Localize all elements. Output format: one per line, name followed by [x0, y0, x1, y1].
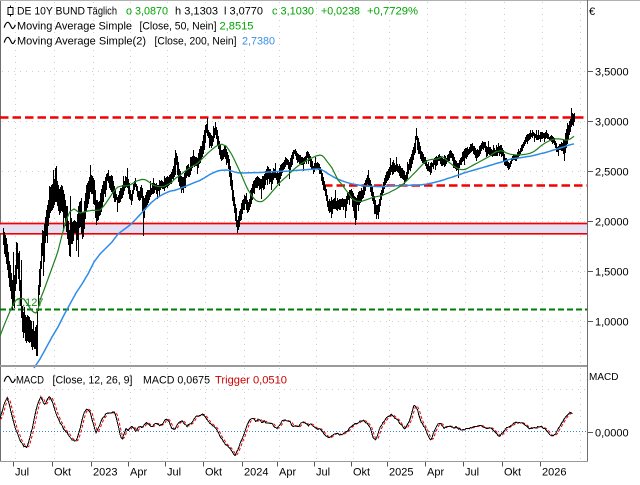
- svg-text:Apr: Apr: [427, 467, 444, 479]
- svg-text:Moving Average Simple(2)[Close: Moving Average Simple(2) [Close, 200, Nei…: [17, 36, 275, 48]
- svg-text:Moving Average Simple[Close, 5: Moving Average Simple [Close, 50, Nein] 2,…: [17, 21, 254, 33]
- svg-text:1,0000: 1,0000: [595, 317, 629, 329]
- svg-text:2024: 2024: [244, 467, 268, 479]
- svg-text:Jul: Jul: [316, 467, 330, 479]
- svg-text:1,5000: 1,5000: [595, 267, 629, 279]
- svg-text:Jul: Jul: [465, 467, 479, 479]
- svg-text:Okt: Okt: [205, 467, 222, 479]
- svg-text:Apr: Apr: [130, 467, 147, 479]
- svg-text:2026: 2026: [542, 467, 566, 479]
- svg-text:3,5000: 3,5000: [595, 67, 629, 79]
- svg-text:2,0000: 2,0000: [595, 217, 629, 229]
- svg-text:Jul: Jul: [167, 467, 181, 479]
- svg-text:€: €: [589, 6, 595, 18]
- svg-text:2023: 2023: [93, 467, 117, 479]
- svg-text:MACD: MACD: [589, 372, 618, 383]
- svg-text:MACD[Close, 12, 26, 9]MACD 0,0: MACD [Close, 12, 26, 9] MACD 0,0675 Trigger…: [16, 375, 287, 387]
- svg-text:Okt: Okt: [504, 467, 521, 479]
- svg-text:2025: 2025: [389, 467, 413, 479]
- svg-text:3,0000: 3,0000: [595, 117, 629, 129]
- svg-text:Okt: Okt: [54, 467, 71, 479]
- svg-text:2,5000: 2,5000: [595, 167, 629, 179]
- svg-text:0,0000: 0,0000: [595, 428, 629, 440]
- svg-text:Jul: Jul: [15, 467, 29, 479]
- svg-text:Okt: Okt: [353, 467, 370, 479]
- svg-text:Apr: Apr: [279, 467, 296, 479]
